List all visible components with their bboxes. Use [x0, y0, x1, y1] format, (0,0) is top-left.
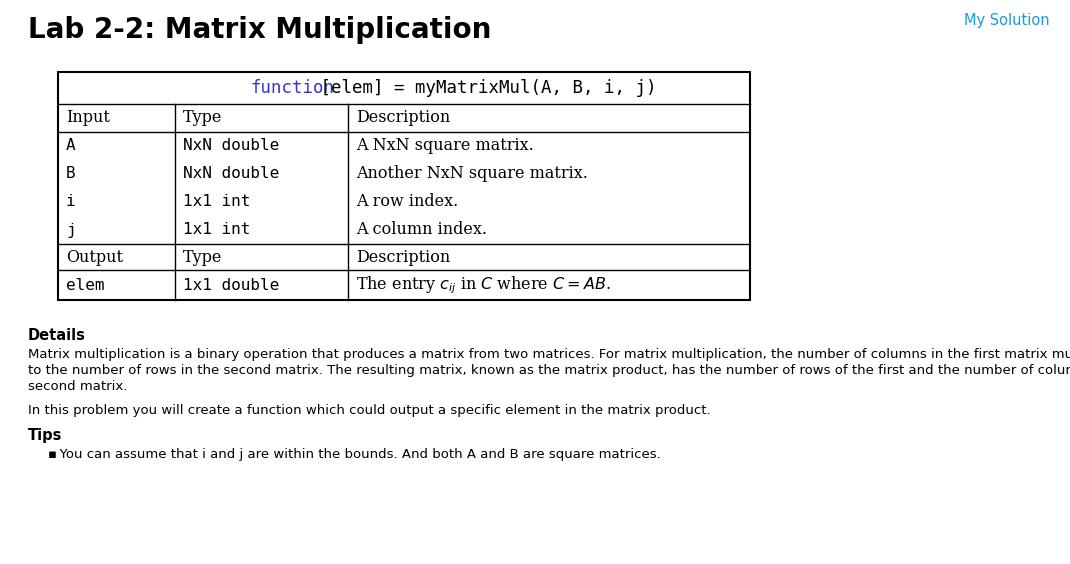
Text: Tips: Tips — [28, 428, 62, 443]
Text: elem: elem — [66, 277, 105, 293]
Text: B: B — [66, 166, 76, 182]
Text: [elem] = myMatrixMul(A, B, i, j): [elem] = myMatrixMul(A, B, i, j) — [310, 79, 657, 97]
Bar — [58, 72, 750, 300]
Text: The entry $c_{ij}$ in $C$ where $C = AB$.: The entry $c_{ij}$ in $C$ where $C = AB$… — [356, 274, 611, 296]
Text: 1x1 int: 1x1 int — [183, 223, 250, 237]
Text: function: function — [250, 79, 334, 97]
Text: NxN double: NxN double — [183, 139, 279, 153]
Text: Lab 2-2: Matrix Multiplication: Lab 2-2: Matrix Multiplication — [28, 16, 491, 44]
Text: Output: Output — [66, 249, 123, 266]
Text: second matrix.: second matrix. — [28, 380, 127, 393]
Text: In this problem you will create a function which could output a specific element: In this problem you will create a functi… — [28, 404, 710, 417]
Text: A NxN square matrix.: A NxN square matrix. — [356, 138, 534, 155]
Text: Description: Description — [356, 249, 450, 266]
Text: Type: Type — [183, 109, 223, 126]
Text: i: i — [66, 195, 76, 209]
Text: A column index.: A column index. — [356, 222, 487, 239]
Text: Description: Description — [356, 109, 450, 126]
Text: NxN double: NxN double — [183, 166, 279, 182]
Text: j: j — [66, 223, 76, 237]
Text: Input: Input — [66, 109, 110, 126]
Text: Another NxN square matrix.: Another NxN square matrix. — [356, 165, 587, 183]
Text: A row index.: A row index. — [356, 193, 458, 210]
Text: 1x1 double: 1x1 double — [183, 277, 279, 293]
Text: Type: Type — [183, 249, 223, 266]
Text: A: A — [66, 139, 76, 153]
Text: Details: Details — [28, 328, 86, 343]
Text: My Solution: My Solution — [964, 12, 1050, 28]
Text: Matrix multiplication is a binary operation that produces a matrix from two matr: Matrix multiplication is a binary operat… — [28, 348, 1070, 361]
Text: ▪ You can assume that i and j are within the bounds. And both A and B are square: ▪ You can assume that i and j are within… — [48, 448, 661, 461]
Text: to the number of rows in the second matrix. The resulting matrix, known as the m: to the number of rows in the second matr… — [28, 364, 1070, 377]
Text: 1x1 int: 1x1 int — [183, 195, 250, 209]
